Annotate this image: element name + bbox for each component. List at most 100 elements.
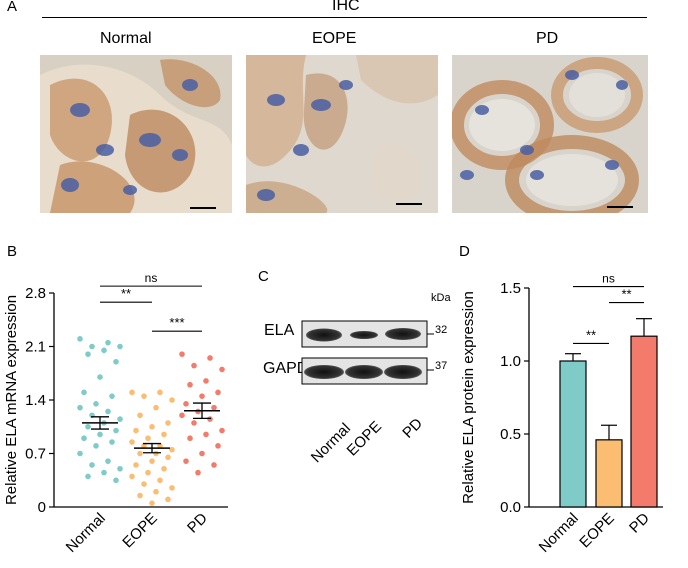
data-point — [149, 458, 155, 464]
y-tick-label: 0 — [38, 499, 46, 516]
ihc-image-eope — [246, 55, 438, 213]
data-point — [153, 404, 159, 411]
data-point — [89, 343, 95, 350]
y-tick-label: 0.7 — [25, 446, 46, 463]
y-tick-label: 1.5 — [500, 280, 521, 297]
data-point — [101, 347, 107, 354]
panel-b-letter: B — [7, 243, 18, 260]
data-point — [137, 492, 143, 499]
kda-unit: kDa — [431, 292, 451, 304]
ihc-label-pd: PD — [536, 30, 559, 47]
ihc-rule — [42, 17, 647, 18]
data-point — [219, 427, 225, 434]
data-point — [117, 465, 123, 472]
data-point — [109, 393, 115, 399]
data-point — [207, 355, 213, 361]
data-point — [203, 431, 209, 438]
ihc-image-normal — [40, 55, 232, 213]
mrna-scatter-chart: 0 0.7 1.4 2.1 2.8 Relative ELA mRNA expressio… — [3, 271, 228, 556]
data-point — [93, 443, 99, 449]
data-point — [141, 481, 147, 487]
data-point — [89, 462, 95, 468]
data-point — [215, 389, 221, 396]
data-point — [137, 450, 143, 457]
bar — [630, 335, 658, 508]
protein-bar-chart: 0.0 0.5 1.0 1.5 Relative ELA protein express… — [460, 272, 663, 556]
significance-label: *** — [169, 315, 184, 330]
data-point — [105, 408, 111, 415]
x-category-label: Normal — [63, 510, 109, 556]
data-point — [199, 450, 205, 457]
y-axis-title: Relative ELA protein expression — [460, 291, 477, 504]
blot-label-ela: ELA — [264, 322, 295, 339]
data-point — [93, 401, 99, 407]
x-category-label: PD — [184, 510, 211, 537]
data-point — [105, 339, 111, 346]
ihc-image-pd — [452, 55, 648, 213]
western-blot — [301, 320, 434, 385]
blot-lane-pd: PD — [399, 415, 427, 442]
data-point — [133, 462, 139, 468]
significance-label: ns — [602, 272, 615, 286]
data-point — [145, 469, 151, 476]
data-point — [77, 336, 83, 342]
data-point — [157, 477, 163, 484]
data-point — [195, 469, 201, 476]
data-point — [137, 412, 143, 419]
data-point — [81, 435, 87, 442]
y-tick-label: 2.1 — [25, 339, 46, 356]
data-point — [203, 378, 209, 384]
ihc-label-normal: Normal — [100, 30, 152, 47]
data-point — [113, 477, 119, 484]
data-point — [141, 443, 147, 449]
data-point — [117, 416, 123, 422]
y-axis-title: Relative ELA mRNA expression — [3, 295, 20, 505]
data-point — [187, 381, 193, 388]
y-tick-label: 0.0 — [500, 499, 521, 516]
significance-label: ** — [121, 286, 131, 301]
data-point — [169, 485, 175, 491]
data-point — [145, 435, 151, 442]
ihc-label-eope: EOPE — [312, 30, 357, 47]
data-point — [113, 358, 119, 365]
data-point — [195, 408, 201, 415]
significance-label: ** — [586, 327, 596, 342]
y-tick-label: 1.0 — [500, 353, 521, 370]
data-point — [105, 458, 111, 464]
data-point — [191, 362, 197, 369]
data-point — [169, 446, 175, 453]
data-point — [97, 431, 103, 438]
data-point — [165, 454, 171, 461]
data-point — [85, 351, 91, 357]
data-point — [77, 450, 83, 457]
data-point — [149, 423, 155, 430]
data-point — [153, 488, 159, 495]
blot-kda-gapdh: 37 — [435, 360, 448, 372]
panel-d-letter: D — [459, 243, 470, 260]
data-point — [187, 435, 193, 442]
data-point — [183, 458, 189, 464]
data-point — [113, 427, 119, 434]
data-point — [161, 431, 167, 438]
data-point — [157, 389, 163, 396]
bar — [559, 360, 587, 508]
panel-a-letter: A — [7, 0, 18, 15]
blot-kda-ela: 32 — [435, 324, 448, 336]
data-point — [157, 443, 163, 449]
data-point — [211, 404, 217, 411]
data-point — [85, 473, 91, 480]
significance-label: ns — [145, 271, 158, 285]
data-point — [183, 401, 189, 407]
ihc-title: IHC — [328, 0, 364, 15]
data-point — [101, 469, 107, 476]
x-category-label: PD — [626, 510, 653, 537]
significance-label: ** — [621, 287, 631, 302]
data-point — [153, 450, 159, 457]
data-point — [149, 500, 155, 506]
data-point — [219, 366, 225, 373]
data-point — [129, 389, 135, 396]
data-point — [169, 397, 175, 403]
data-point — [199, 393, 205, 399]
data-point — [129, 439, 135, 445]
data-point — [85, 423, 91, 430]
